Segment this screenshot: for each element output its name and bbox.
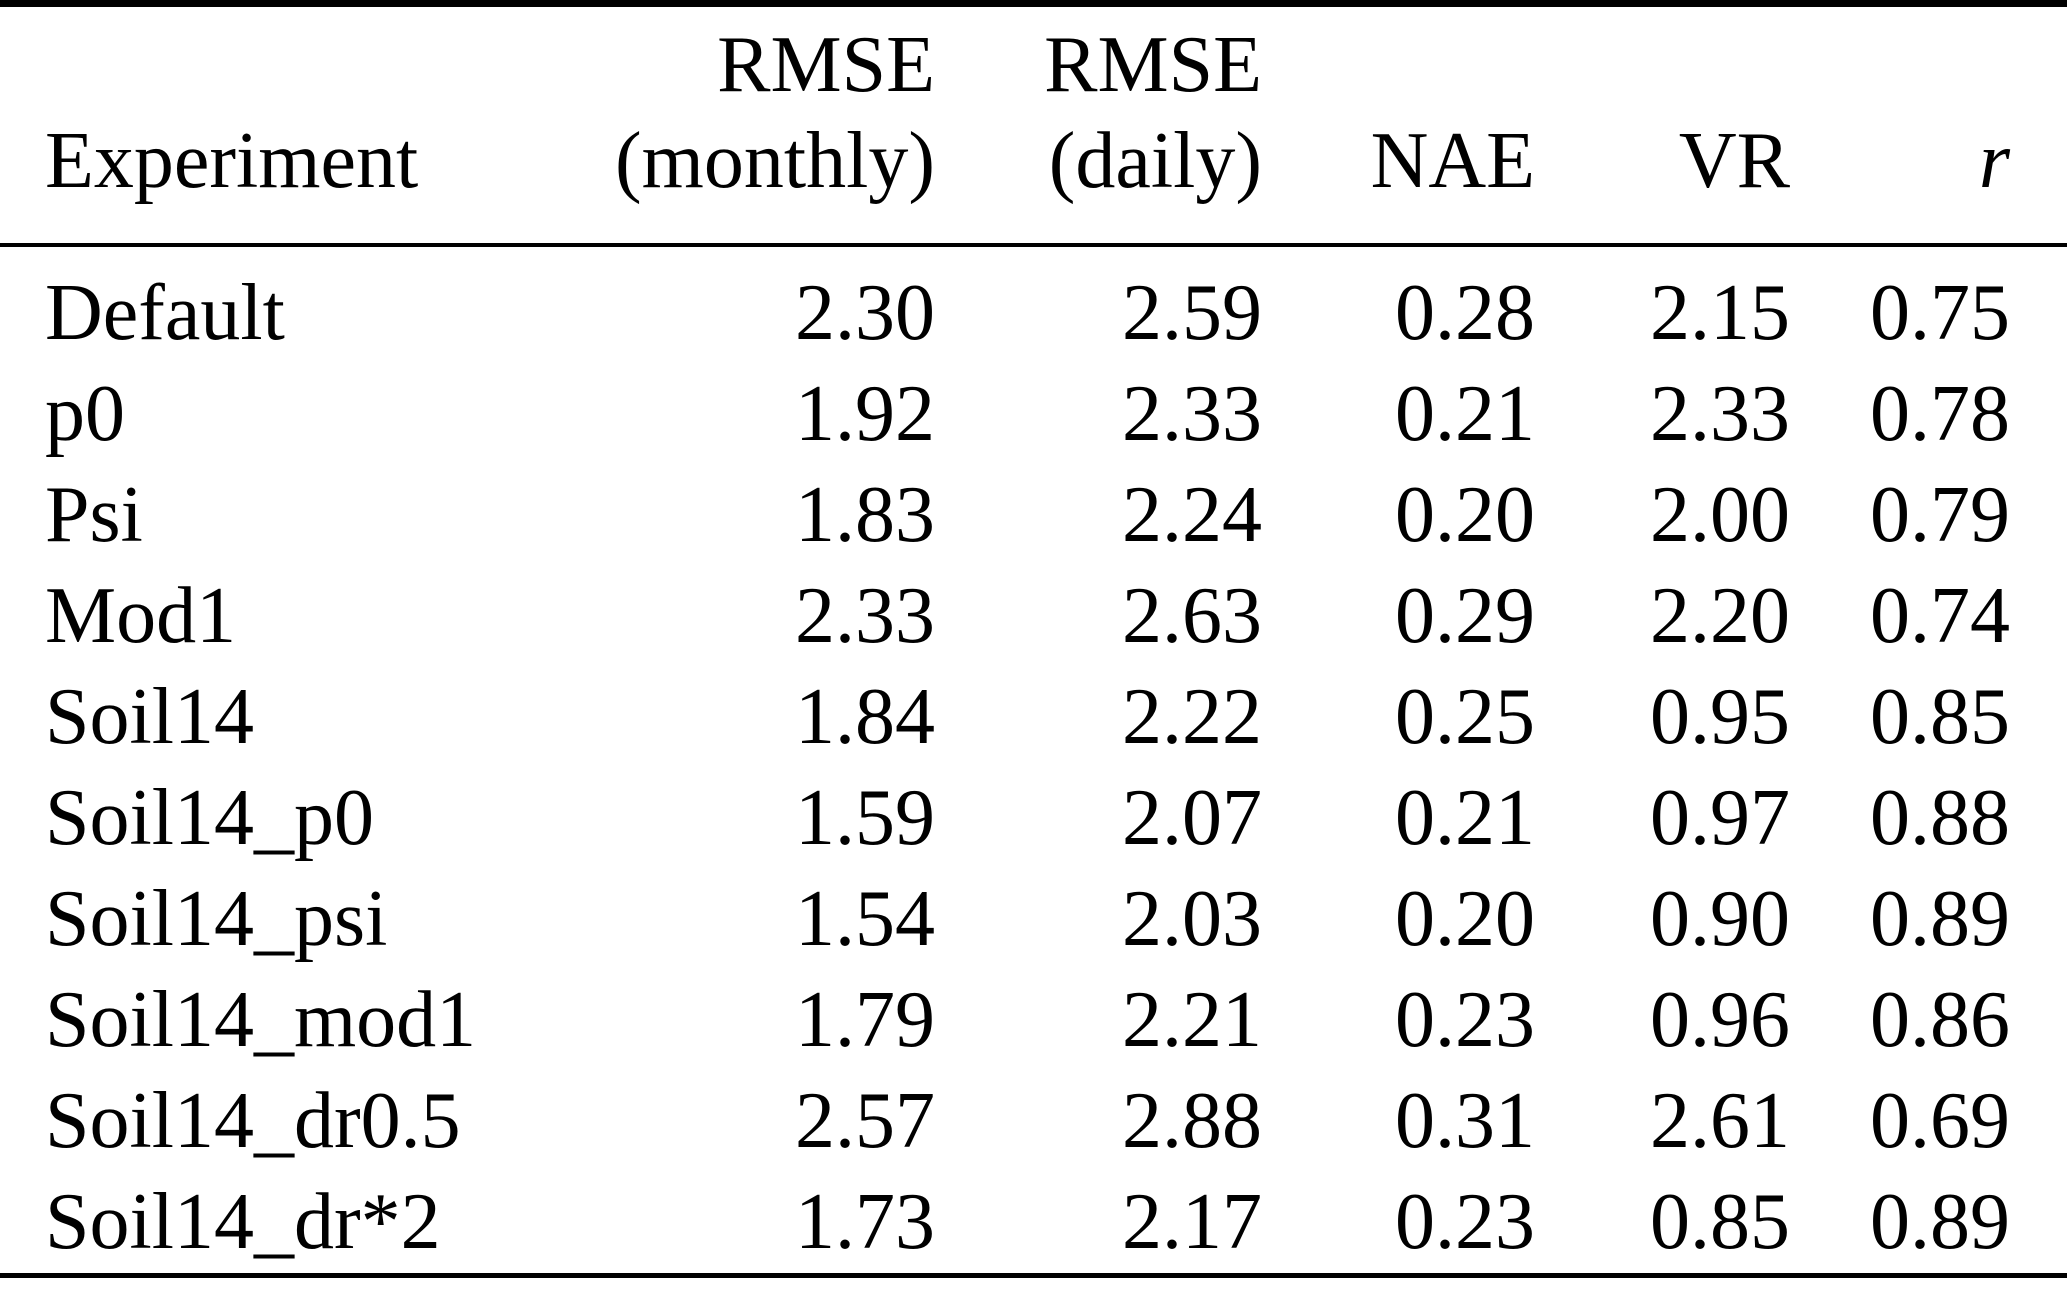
header-spacer-r xyxy=(1790,4,2067,112)
cell-r: 0.88 xyxy=(1870,774,2010,862)
cell-rmse-monthly: 1.84 xyxy=(795,673,935,761)
cell-experiment: Soil14_mod1 xyxy=(45,976,477,1064)
cell-nae: 0.28 xyxy=(1395,269,1535,357)
cell-vr: 0.95 xyxy=(1650,673,1790,761)
cell-rmse-monthly: 2.30 xyxy=(795,269,935,357)
cell-nae: 0.21 xyxy=(1395,774,1535,862)
cell-r: 0.78 xyxy=(1870,370,2010,458)
cell-vr: 2.33 xyxy=(1650,370,1790,458)
col-header-nae: NAE xyxy=(1262,111,1535,247)
cell-rmse-daily: 2.03 xyxy=(1122,875,1262,963)
cell-rmse-daily: 2.07 xyxy=(1122,774,1262,862)
cell-nae: 0.31 xyxy=(1395,1077,1535,1165)
cell-rmse-daily: 2.88 xyxy=(1122,1077,1262,1165)
table-row: Soil14_dr*2 1.73 2.17 0.23 0.85 0.89 xyxy=(0,1172,2067,1276)
header-spacer-vr xyxy=(1535,4,1790,112)
cell-rmse-monthly: 1.79 xyxy=(795,976,935,1064)
col-header-r: r xyxy=(1790,111,2067,247)
cell-experiment: Soil14_dr0.5 xyxy=(45,1077,461,1165)
cell-rmse-monthly: 2.33 xyxy=(795,572,935,660)
cell-vr: 0.96 xyxy=(1650,976,1790,1064)
cell-nae: 0.21 xyxy=(1395,370,1535,458)
table-row: Psi 1.83 2.24 0.20 2.00 0.79 xyxy=(0,465,2067,566)
cell-rmse-daily: 2.22 xyxy=(1122,673,1262,761)
table-row: Soil14_dr0.5 2.57 2.88 0.31 2.61 0.69 xyxy=(0,1071,2067,1172)
table-row: Default 2.30 2.59 0.28 2.15 0.75 xyxy=(0,245,2067,364)
cell-vr: 2.61 xyxy=(1650,1077,1790,1165)
cell-rmse-monthly: 1.92 xyxy=(795,370,935,458)
col-header-rmse-daily-line1: RMSE xyxy=(1044,21,1262,109)
cell-rmse-daily: 2.21 xyxy=(1122,976,1262,1064)
cell-rmse-daily: 2.63 xyxy=(1122,572,1262,660)
cell-experiment: Soil14 xyxy=(45,673,254,761)
cell-r: 0.79 xyxy=(1870,471,2010,559)
cell-nae: 0.23 xyxy=(1395,1178,1535,1266)
cell-rmse-monthly: 1.54 xyxy=(795,875,935,963)
cell-vr: 0.85 xyxy=(1650,1178,1790,1266)
table-row: Soil14_p0 1.59 2.07 0.21 0.97 0.88 xyxy=(0,768,2067,869)
cell-r: 0.74 xyxy=(1870,572,2010,660)
col-header-experiment: Experiment xyxy=(0,111,545,247)
cell-nae: 0.20 xyxy=(1395,471,1535,559)
cell-rmse-monthly: 1.59 xyxy=(795,774,935,862)
table-row: Soil14_mod1 1.79 2.21 0.23 0.96 0.86 xyxy=(0,970,2067,1071)
table-body: Default 2.30 2.59 0.28 2.15 0.75 p0 1.92… xyxy=(0,245,2067,1276)
cell-experiment: p0 xyxy=(45,370,125,458)
col-header-rmse-monthly-line1: RMSE xyxy=(717,21,935,109)
cell-vr: 2.00 xyxy=(1650,471,1790,559)
table-header: RMSE RMSE Experiment (monthly) (daily) N… xyxy=(0,4,2067,247)
cell-nae: 0.23 xyxy=(1395,976,1535,1064)
cell-r: 0.86 xyxy=(1870,976,2010,1064)
table-row: Soil14 1.84 2.22 0.25 0.95 0.85 xyxy=(0,667,2067,768)
cell-rmse-monthly: 1.83 xyxy=(795,471,935,559)
col-header-rmse-monthly-line2: (monthly) xyxy=(545,111,935,247)
cell-vr: 0.90 xyxy=(1650,875,1790,963)
table-row: Soil14_psi 1.54 2.03 0.20 0.90 0.89 xyxy=(0,869,2067,970)
cell-rmse-daily: 2.17 xyxy=(1122,1178,1262,1266)
cell-r: 0.89 xyxy=(1870,1178,2010,1266)
col-header-rmse-daily-line2: (daily) xyxy=(935,111,1262,247)
cell-experiment: Soil14_p0 xyxy=(45,774,374,862)
cell-nae: 0.20 xyxy=(1395,875,1535,963)
cell-r: 0.89 xyxy=(1870,875,2010,963)
header-spacer-nae xyxy=(1262,4,1535,112)
cell-rmse-daily: 2.33 xyxy=(1122,370,1262,458)
cell-experiment: Mod1 xyxy=(45,572,237,660)
cell-rmse-daily: 2.24 xyxy=(1122,471,1262,559)
cell-rmse-monthly: 2.57 xyxy=(795,1077,935,1165)
cell-nae: 0.25 xyxy=(1395,673,1535,761)
table-row: Mod1 2.33 2.63 0.29 2.20 0.74 xyxy=(0,566,2067,667)
col-header-vr: VR xyxy=(1535,111,1790,247)
cell-vr: 0.97 xyxy=(1650,774,1790,862)
cell-rmse-daily: 2.59 xyxy=(1122,269,1262,357)
cell-experiment: Psi xyxy=(45,471,143,559)
cell-r: 0.69 xyxy=(1870,1077,2010,1165)
cell-experiment: Default xyxy=(45,269,285,357)
cell-experiment: Soil14_psi xyxy=(45,875,388,963)
cell-rmse-monthly: 1.73 xyxy=(795,1178,935,1266)
table-row: p0 1.92 2.33 0.21 2.33 0.78 xyxy=(0,364,2067,465)
cell-vr: 2.20 xyxy=(1650,572,1790,660)
header-row-line1: RMSE RMSE xyxy=(0,4,2067,112)
cell-nae: 0.29 xyxy=(1395,572,1535,660)
cell-r: 0.85 xyxy=(1870,673,2010,761)
header-row-line2: Experiment (monthly) (daily) NAE VR r xyxy=(0,111,2067,247)
cell-experiment: Soil14_dr*2 xyxy=(45,1178,441,1266)
header-spacer-experiment xyxy=(0,4,545,112)
cell-r: 0.75 xyxy=(1870,269,2010,357)
cell-vr: 2.15 xyxy=(1650,269,1790,357)
